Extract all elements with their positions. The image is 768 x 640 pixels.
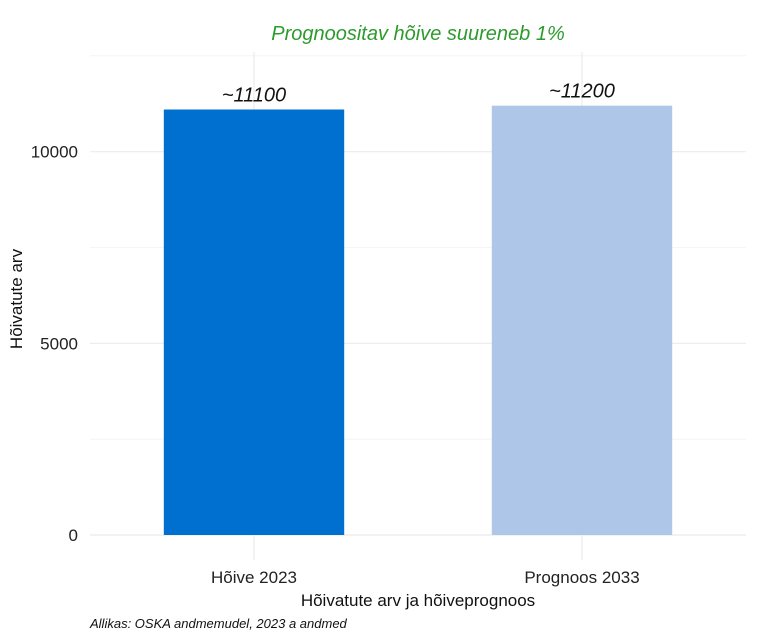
x-axis-ticks: Hõive 2023 Prognoos 2033 [211,568,640,587]
y-tick-label: 10000 [31,143,78,162]
data-labels: ~11100 ~11200 [222,81,615,107]
source-caption: Allikas: OSKA andmemudel, 2023 a andmed [89,616,348,631]
x-axis-title: Hõivatute arv ja hõiveprognoos [301,591,535,610]
data-label: ~11100 [222,85,286,107]
x-tick-label: Hõive 2023 [211,568,297,587]
y-axis-title: Hõivatute arv [7,248,26,349]
bar-1 [163,109,345,535]
bar-2 [491,105,673,536]
y-axis-ticks: 0 5000 10000 [31,143,78,545]
bars [163,105,673,536]
y-tick-label: 5000 [40,334,78,353]
chart-subtitle: Prognoositav hõive suureneb 1% [271,23,565,45]
y-tick-label: 0 [69,526,78,545]
data-label: ~11200 [549,81,615,103]
x-tick-label: Prognoos 2033 [524,568,639,587]
